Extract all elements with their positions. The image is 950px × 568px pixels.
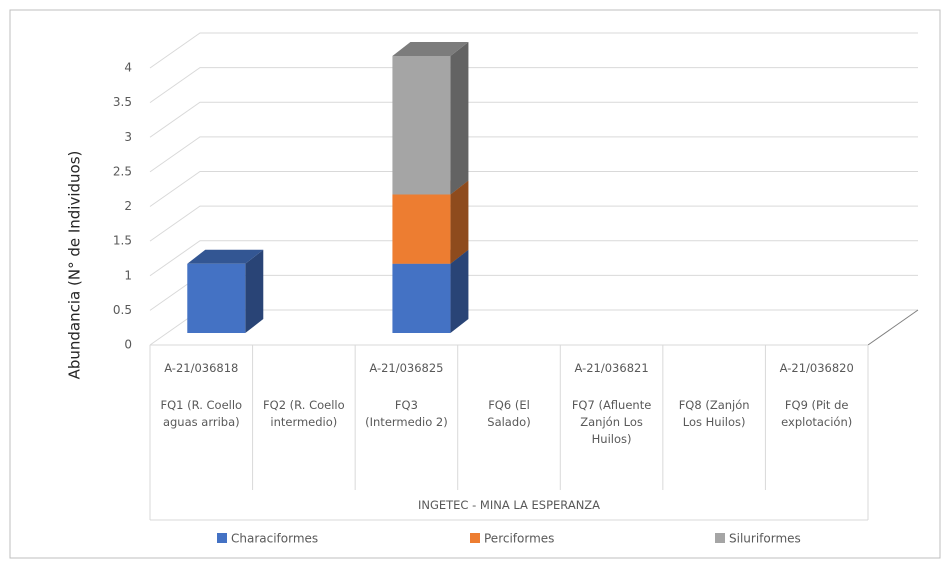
grid-line <box>149 67 918 104</box>
bar <box>187 263 246 333</box>
bar-side <box>245 249 264 333</box>
y-axis-title: Abundancia (N° de Individuos) <box>66 151 84 380</box>
x-tick-label: FQ8 (Zanjón Los Huilos) <box>678 398 750 429</box>
legend-swatch <box>470 533 480 543</box>
grid-line <box>149 136 918 173</box>
x-tick-label: FQ1 (R. Coello aguas arriba) <box>160 398 243 429</box>
grid-line <box>149 309 918 346</box>
grid-line <box>149 32 918 69</box>
bar-side <box>450 249 469 333</box>
code-label: A-21/036821 <box>574 361 649 375</box>
code-label: A-21/036818 <box>164 361 239 375</box>
code-label: A-21/036825 <box>369 361 444 375</box>
chart-border <box>9 9 941 559</box>
y-tick-label: 4 <box>124 61 132 75</box>
y-tick-label: 2.5 <box>113 164 132 178</box>
grid-line <box>149 171 918 207</box>
group-label: INGETEC - MINA LA ESPERANZA <box>417 498 601 512</box>
legend-swatch <box>217 533 227 543</box>
y-tick-label: 1 <box>124 268 132 282</box>
legend-label: Siluriformes <box>729 532 801 546</box>
floor-edge <box>867 309 919 346</box>
x-tick-label: FQ7 (Afluente Zanjón Los Huilos) <box>571 398 652 446</box>
bar-side <box>450 180 469 264</box>
bar <box>392 56 451 195</box>
y-tick-label: 3 <box>124 130 132 144</box>
x-tick-label: FQ3 (Intermedio 2) <box>365 398 448 429</box>
bar <box>392 263 451 333</box>
y-tick-label: 0 <box>124 338 132 352</box>
grid-line <box>149 101 918 138</box>
y-tick-label: 3.5 <box>113 95 132 109</box>
y-tick-label: 1.5 <box>113 234 132 248</box>
x-tick-label: FQ2 (R. Coello intermedio) <box>263 398 345 429</box>
grid-line <box>149 274 918 311</box>
y-tick-label: 0.5 <box>113 303 132 317</box>
bar-top <box>392 42 469 56</box>
bar-side <box>450 42 469 195</box>
legend-label: Characiformes <box>231 532 318 546</box>
code-label: A-21/036820 <box>779 361 854 375</box>
grid-line <box>149 205 918 242</box>
y-tick-label: 2 <box>124 199 132 213</box>
x-tick-label: FQ6 (El Salado) <box>487 398 531 429</box>
x-tick-label: FQ9 (Pit de explotación) <box>781 398 853 429</box>
bar <box>392 194 451 264</box>
bar-top <box>187 249 264 264</box>
legend-label: Perciformes <box>484 532 554 546</box>
grid-line <box>149 240 918 277</box>
legend-swatch <box>715 533 725 543</box>
